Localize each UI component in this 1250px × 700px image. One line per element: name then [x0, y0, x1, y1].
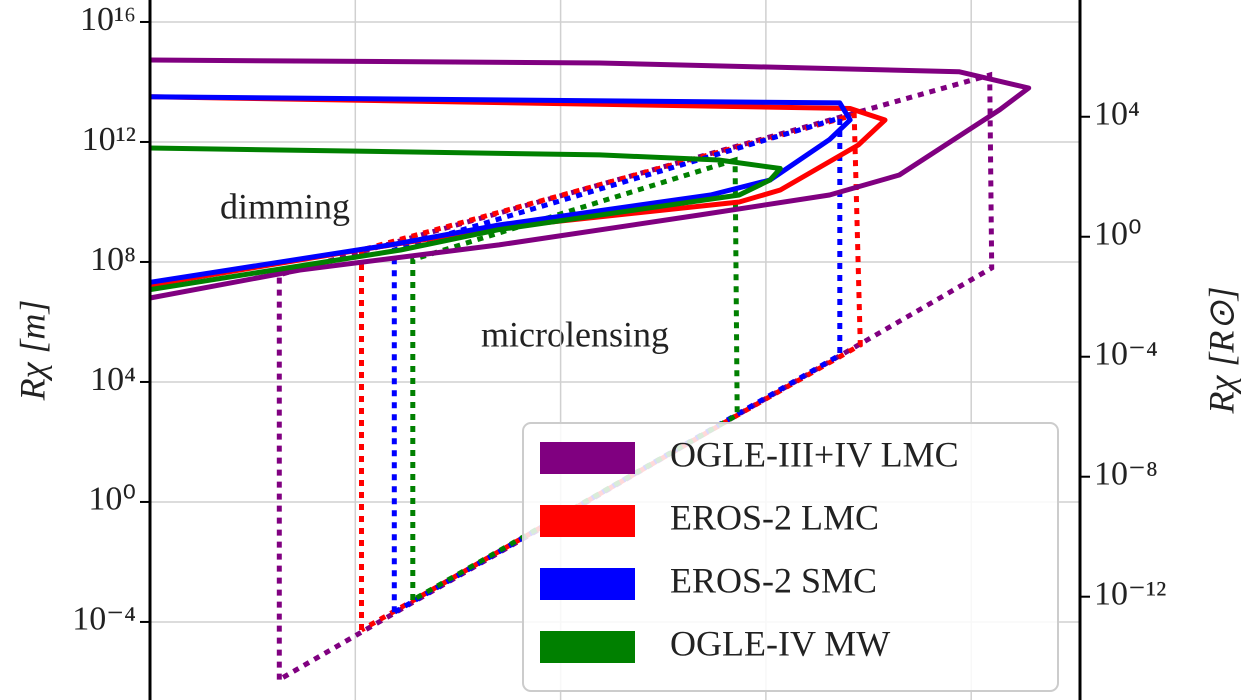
legend-label: EROS-2 LMC: [670, 497, 879, 537]
legend-swatch: [540, 631, 635, 663]
legend-swatch: [540, 568, 635, 600]
legend-label: OGLE-III+IV LMC: [670, 434, 959, 474]
y2-axis-label: Rχ [R⊙]: [1201, 286, 1241, 414]
y-axis-label: Rχ [m]: [12, 300, 52, 402]
y-tick-label: 10¹²: [82, 121, 136, 158]
y2-tick-label: 10⁻⁴: [1094, 336, 1158, 373]
annotation: dimming: [220, 186, 350, 226]
annotation: microlensing: [481, 314, 669, 354]
y2-tick-label: 10⁻⁸: [1094, 456, 1158, 493]
legend-swatch: [540, 505, 635, 537]
boundary-line: [391, 114, 843, 615]
y-tick-label: 10⁸: [90, 241, 136, 278]
y-tick-label: 10⁰: [88, 481, 136, 518]
contour-line: [149, 145, 783, 293]
legend: OGLE-III+IV LMC EROS-2 LMC EROS-2 SMC OGLE-…: [522, 422, 1059, 692]
legend-swatch: [540, 442, 635, 474]
legend-label: OGLE-IV MW: [670, 623, 890, 663]
legend-box: [522, 422, 1059, 692]
y2-tick-label: 10⁻¹²: [1094, 575, 1166, 612]
y-tick-label: 10¹⁶: [80, 1, 136, 38]
y2-tick-label: 10⁴: [1094, 96, 1140, 133]
y-tick-label: 10⁻⁴: [72, 601, 136, 638]
legend-label: EROS-2 SMC: [670, 560, 877, 600]
contour-line: [149, 57, 1032, 301]
boundary-line: [276, 71, 995, 682]
y2-tick-label: 10⁰: [1094, 216, 1142, 253]
y-tick-label: 10⁴: [90, 361, 136, 398]
